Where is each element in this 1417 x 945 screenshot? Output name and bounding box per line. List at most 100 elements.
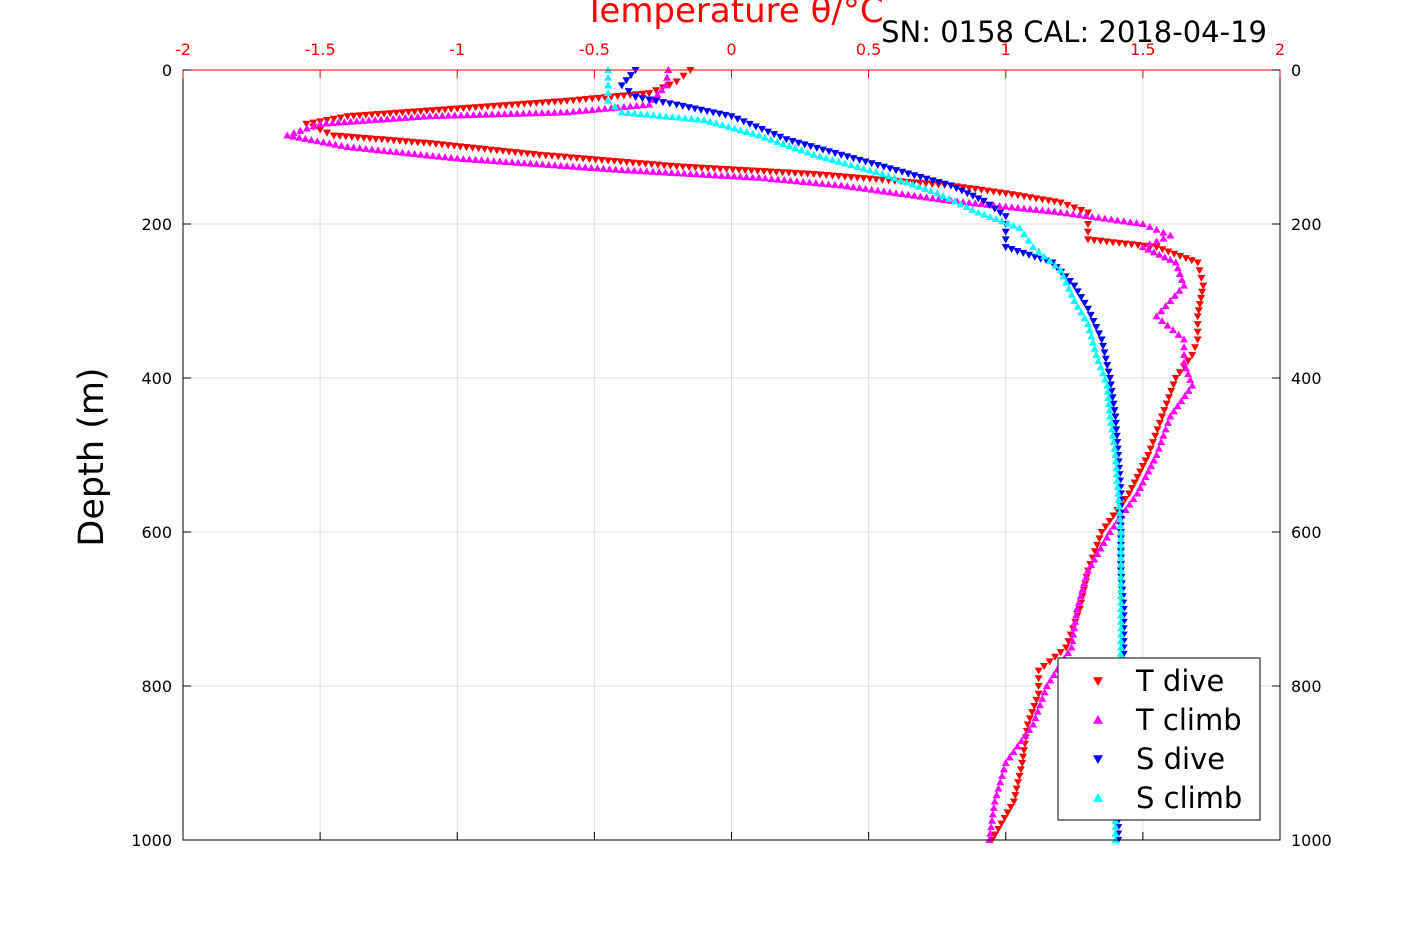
legend-label: T dive xyxy=(1135,664,1224,698)
data-point xyxy=(1070,624,1079,632)
data-point xyxy=(1042,682,1051,689)
data-point xyxy=(502,157,511,165)
legend-marker xyxy=(1093,755,1103,764)
data-point xyxy=(1013,192,1022,200)
data-point xyxy=(1094,357,1103,365)
data-point xyxy=(1170,250,1179,258)
data-point xyxy=(916,173,925,181)
series-s-dive xyxy=(617,67,1128,844)
data-point xyxy=(392,109,401,117)
data-point xyxy=(697,106,706,114)
data-point xyxy=(667,168,676,176)
data-point xyxy=(1090,344,1099,352)
data-point xyxy=(1149,248,1158,256)
data-point xyxy=(1076,592,1085,600)
data-point xyxy=(1050,207,1059,215)
data-point xyxy=(715,110,724,118)
data-point xyxy=(709,109,718,117)
data-point xyxy=(1044,197,1053,205)
data-point xyxy=(673,169,682,177)
data-point xyxy=(1113,439,1122,447)
data-point xyxy=(1108,239,1117,247)
data-point xyxy=(588,105,597,113)
data-point xyxy=(1099,539,1108,546)
data-point xyxy=(1051,261,1060,269)
data-point xyxy=(652,97,661,105)
data-point xyxy=(1116,637,1125,645)
data-point xyxy=(1197,274,1206,282)
data-point xyxy=(680,169,689,177)
data-point xyxy=(1145,222,1154,230)
data-point xyxy=(784,169,793,177)
data-point xyxy=(380,146,389,154)
data-point xyxy=(1180,335,1189,343)
x-tick-label: -1.5 xyxy=(305,40,336,59)
data-point xyxy=(1166,255,1175,263)
data-point xyxy=(544,108,553,116)
data-point xyxy=(422,151,431,159)
data-point xyxy=(428,107,437,115)
data-point xyxy=(1084,209,1093,217)
data-point xyxy=(1098,369,1107,377)
data-point xyxy=(1157,307,1166,315)
data-point xyxy=(1188,381,1197,389)
data-point xyxy=(398,148,407,156)
data-point xyxy=(1141,457,1150,465)
data-point xyxy=(1160,253,1169,261)
data-point xyxy=(1078,585,1087,593)
data-point xyxy=(1162,400,1171,408)
data-point xyxy=(1166,412,1175,420)
data-point xyxy=(1087,332,1096,340)
data-point xyxy=(309,122,318,130)
data-point xyxy=(459,105,468,113)
data-point xyxy=(1125,500,1134,508)
data-point xyxy=(532,99,541,107)
data-point xyxy=(1164,418,1173,426)
data-point xyxy=(1088,338,1097,346)
data-point xyxy=(377,136,386,144)
data-point xyxy=(1101,355,1110,363)
data-point xyxy=(739,118,748,126)
data-point xyxy=(1144,467,1153,475)
data-point xyxy=(1113,483,1122,491)
data-point xyxy=(980,210,989,218)
data-point xyxy=(687,114,696,122)
data-point xyxy=(1018,760,1027,767)
data-point xyxy=(450,111,459,119)
data-point xyxy=(734,166,743,174)
data-point xyxy=(1005,753,1014,761)
data-point xyxy=(1031,714,1040,722)
data-point xyxy=(1025,726,1034,733)
data-point xyxy=(1084,320,1093,328)
data-point xyxy=(1099,342,1108,350)
data-point xyxy=(853,174,862,182)
data-point xyxy=(486,146,495,154)
data-point xyxy=(1103,387,1112,395)
data-point xyxy=(456,143,465,151)
data-point xyxy=(797,146,806,154)
data-point xyxy=(847,174,856,182)
data-point xyxy=(1087,561,1096,568)
data-point xyxy=(1017,737,1026,744)
data-point xyxy=(1097,336,1106,344)
data-point xyxy=(968,205,977,213)
data-point xyxy=(698,170,707,178)
data-point xyxy=(1125,490,1134,498)
data-point xyxy=(1012,785,1021,793)
data-point xyxy=(1145,240,1154,248)
data-point xyxy=(997,217,1006,225)
data-point xyxy=(718,121,727,129)
data-point xyxy=(878,176,887,184)
data-point xyxy=(1116,585,1125,593)
data-point xyxy=(754,173,763,181)
data-point xyxy=(837,151,846,159)
data-point xyxy=(383,136,392,144)
data-point xyxy=(831,149,840,157)
legend-label: T climb xyxy=(1135,703,1242,737)
data-point xyxy=(991,831,1000,839)
data-point xyxy=(1119,217,1128,225)
data-point xyxy=(1049,671,1058,678)
data-point xyxy=(1167,387,1176,395)
data-point xyxy=(1109,400,1118,408)
data-point xyxy=(849,155,858,163)
